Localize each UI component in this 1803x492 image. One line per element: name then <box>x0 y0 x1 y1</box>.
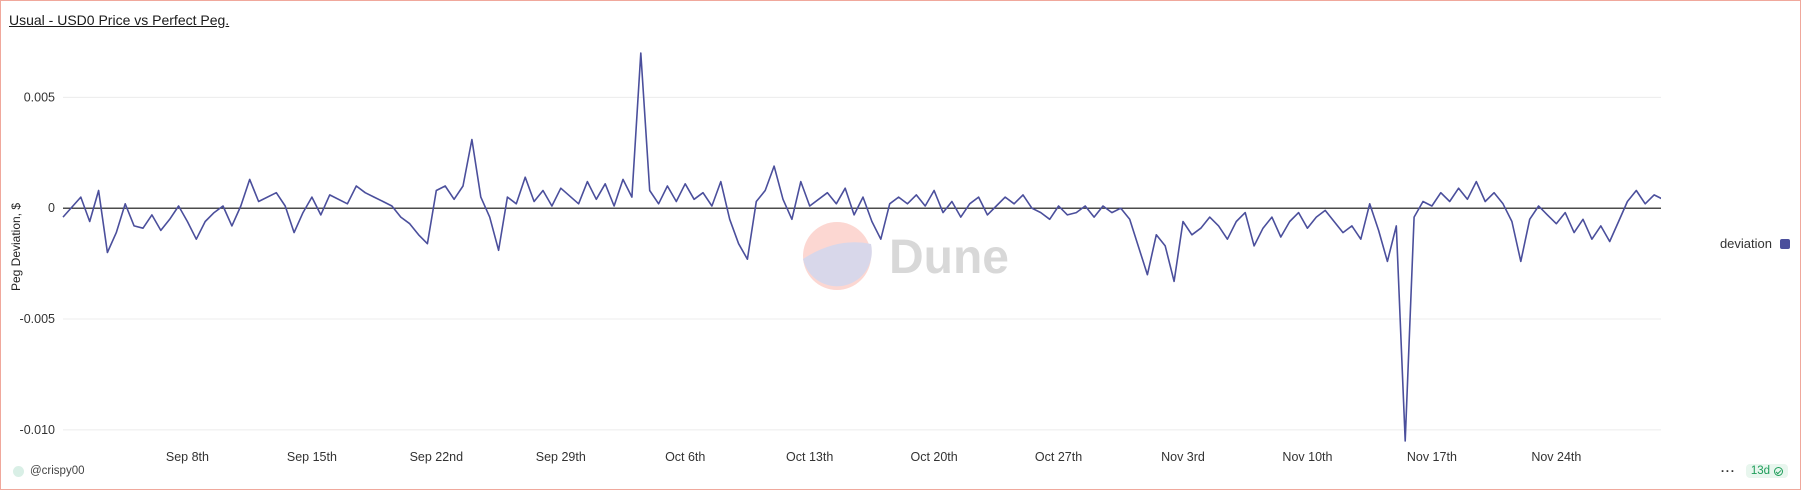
x-axis-ticks: Sep 8th Sep 15th Sep 22nd Sep 29th Oct 6th Oc… <box>166 450 1581 464</box>
x-tick-label: Sep 15th <box>287 450 337 464</box>
more-options-button[interactable]: ··· <box>1720 464 1736 478</box>
x-tick-label: Nov 17th <box>1407 450 1457 464</box>
x-tick-label: Nov 3rd <box>1161 450 1205 464</box>
series-line-deviation <box>62 52 1661 442</box>
legend-label: deviation <box>1719 236 1772 251</box>
freshness-label: 13d <box>1750 465 1770 477</box>
watermark-text: Dune <box>889 231 1009 284</box>
legend-swatch <box>1780 238 1790 249</box>
y-tick-label: 0.005 <box>24 90 55 104</box>
freshness-badge[interactable]: 13d <box>1745 464 1788 478</box>
y-axis-label: Peg Deviation, $ <box>9 203 23 291</box>
dune-watermark: Dune <box>803 222 1009 290</box>
x-tick-label: Nov 24th <box>1531 450 1581 464</box>
x-tick-label: Oct 6th <box>665 450 705 464</box>
x-tick-label: Oct 13th <box>786 450 833 464</box>
footer-actions: ··· 13d <box>1721 464 1788 478</box>
x-tick-label: Sep 22nd <box>410 450 464 464</box>
dune-logo-lower-icon <box>803 242 872 287</box>
author-name: @crispy00 <box>30 465 85 477</box>
x-tick-label: Oct 27th <box>1035 450 1082 464</box>
x-tick-label: Sep 8th <box>166 450 209 464</box>
x-tick-label: Oct 20th <box>910 450 957 464</box>
chart-title[interactable]: Usual - USD0 Price vs Perfect Peg. <box>9 12 230 28</box>
avatar <box>13 465 24 477</box>
x-tick-label: Nov 10th <box>1282 450 1332 464</box>
check-circle-icon <box>1774 466 1783 476</box>
y-tick-label: -0.010 <box>20 423 55 437</box>
y-tick-label: -0.005 <box>20 312 55 326</box>
y-tick-label: 0 <box>48 201 55 215</box>
author-link[interactable]: @crispy00 <box>13 465 85 477</box>
x-tick-label: Sep 29th <box>536 450 586 464</box>
y-axis-ticks: 0.005 0 -0.005 -0.010 <box>20 90 56 437</box>
legend-item-deviation[interactable]: deviation <box>1720 236 1790 251</box>
grid-lines <box>63 96 1661 431</box>
